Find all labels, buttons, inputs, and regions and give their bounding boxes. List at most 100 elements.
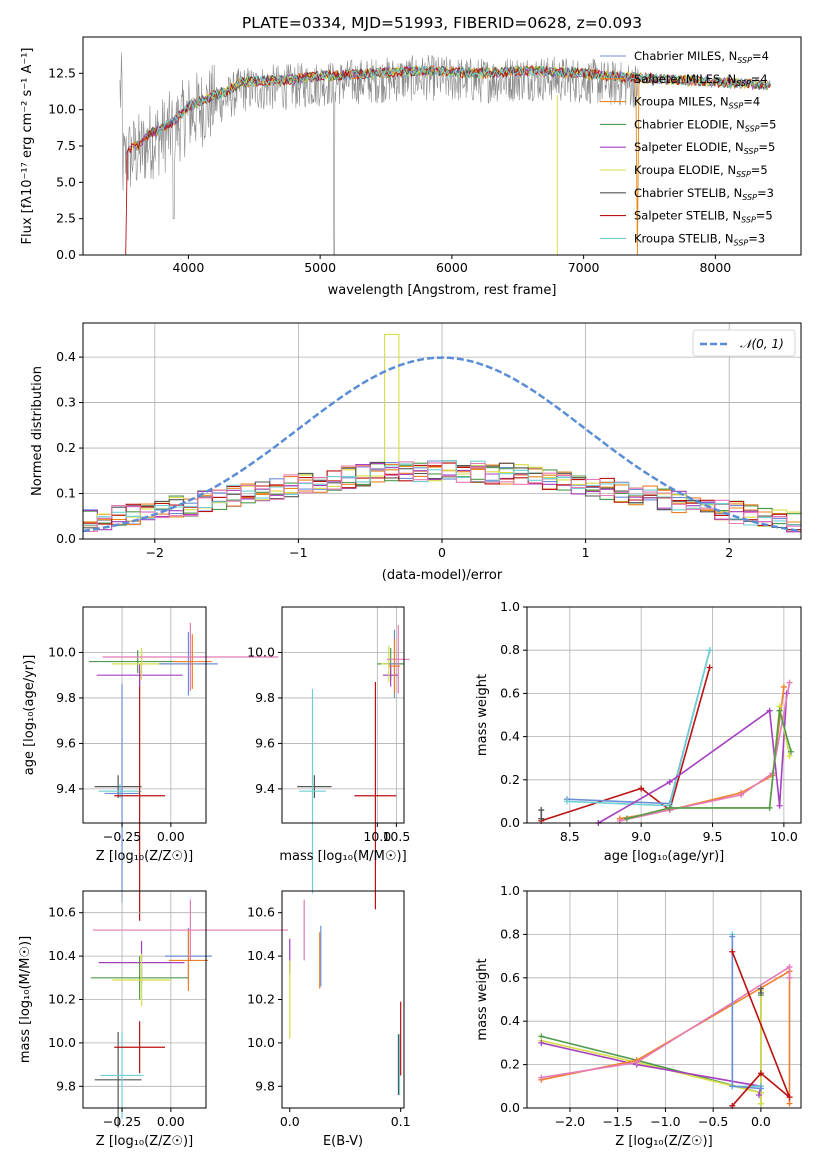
- residual-x-tick-label: 2: [725, 545, 733, 560]
- spectrum-x-tick-label: 7000: [568, 260, 600, 275]
- weight-line-1: [541, 667, 711, 822]
- legend-label-4: Chabrier ELODIE, NSSP=5: [634, 117, 776, 133]
- y-tick-label: 9.4: [56, 781, 76, 796]
- y-tick-label: 0.2: [500, 772, 520, 787]
- residual-x-tick-label: −1: [289, 545, 307, 560]
- legend-label-1: Chabrier MILES, NSSP=4: [634, 49, 769, 65]
- model-spectrum-8: [122, 64, 772, 256]
- y-tick-label: 0.6: [500, 970, 520, 985]
- weight-marker: [786, 1100, 793, 1107]
- y-axis-label: mass weight: [475, 674, 490, 756]
- y-tick-label: 10.2: [48, 992, 76, 1007]
- p5-frame: [526, 606, 802, 824]
- x-axis-label: Z [log₁₀(Z/Z☉)]: [96, 849, 193, 864]
- x-tick-label: 9.5: [703, 829, 723, 844]
- y-tick-label: 9.8: [56, 690, 76, 705]
- weight-marker: [538, 815, 545, 822]
- spectrum-plot: [119, 52, 772, 256]
- weight-marker: [666, 778, 673, 785]
- weight-marker: [729, 933, 736, 940]
- y-tick-label: 0.0: [500, 1100, 520, 1115]
- p4-frame: [281, 606, 405, 824]
- spectrum-x-tick-label: 6000: [436, 260, 468, 275]
- weight-marker: [638, 785, 645, 792]
- y-tick-label: 0.0: [500, 815, 520, 830]
- x-axis-label: mass [log₁₀(M/M☉)]: [279, 849, 406, 864]
- weight-marker: [786, 753, 793, 760]
- y-tick-label: 10.0: [247, 644, 275, 659]
- weight-marker: [757, 1100, 764, 1107]
- p8-frame: [526, 890, 802, 1109]
- residual-x-tick-label: 0: [438, 545, 446, 560]
- y-axis-label: age [log₁₀(age/yr)]: [22, 655, 37, 776]
- x-tick-label: 10.0: [770, 829, 798, 844]
- x-tick-label: 9.0: [631, 829, 651, 844]
- weight-marker: [780, 683, 787, 690]
- figure-title: PLATE=0334, MJD=51993, FIBERID=0628, z=0…: [242, 14, 642, 32]
- y-tick-label: 0.6: [500, 685, 520, 700]
- weight-marker: [538, 1039, 545, 1046]
- y-tick-label: 0.8: [500, 642, 520, 657]
- residual-y-tick-label: 0.3: [56, 395, 76, 410]
- spectrum-x-tick-label: 8000: [699, 260, 731, 275]
- y-tick-label: 9.4: [255, 781, 275, 796]
- p3-plot: [83, 607, 279, 921]
- weight-marker: [563, 798, 570, 805]
- spectrum-y-tick-label: 0.0: [56, 247, 76, 262]
- x-axis-label: E(B-V): [323, 1134, 363, 1149]
- p8-plot: [527, 890, 801, 1109]
- y-axis-label: mass weight: [475, 958, 490, 1040]
- weight-marker: [706, 664, 713, 671]
- massweight-vs-metallicity-panel: −2.0 −1.5 −1.0 −0.5 0.0 0.0 0.2 0.4 0.6 0.8 1.0 Z […: [475, 883, 802, 1149]
- y-tick-label: 10.0: [247, 1035, 275, 1050]
- weight-marker: [786, 1094, 793, 1101]
- weight-line-5: [541, 965, 791, 1079]
- y-tick-label: 10.0: [48, 644, 76, 659]
- x-tick-label: 0.0: [280, 1114, 300, 1129]
- spectrum-x-ticks: 4000 5000 6000 7000 8000: [172, 255, 731, 275]
- y-tick-label: 0.8: [500, 926, 520, 941]
- weight-marker: [776, 707, 783, 714]
- spectrum-x-tick-label: 4000: [172, 260, 204, 275]
- y-tick-label: 10.4: [247, 948, 275, 963]
- weight-marker: [729, 1083, 736, 1090]
- normal-legend-label: 𝒩(0, 1): [740, 337, 784, 351]
- weight-marker: [666, 804, 673, 811]
- weight-marker: [538, 807, 545, 814]
- y-tick-label: 10.6: [247, 905, 275, 920]
- residual-x-tick-label: −2: [146, 545, 164, 560]
- residual-y-ticks: 0.0 0.1 0.2 0.3 0.4: [56, 349, 83, 546]
- p4-plot: [282, 607, 410, 910]
- residual-y-tick-label: 0.4: [56, 349, 76, 364]
- mass-vs-metallicity-panel: −0.25 0.00 9.8 10.0 10.2 10.4 10.6 Z [log₁₀(Z/Z…: [18, 890, 288, 1149]
- y-tick-label: 9.6: [56, 735, 76, 750]
- x-tick-label: −0.5: [698, 1114, 728, 1129]
- spectrum-y-ticks: 0.0 2.5 5.0 7.5 10.0 12.5: [48, 65, 83, 262]
- weight-marker: [538, 1074, 545, 1081]
- legend-label-5: Salpeter ELODIE, NSSP=5: [634, 140, 775, 156]
- normal-curve: [82, 356, 802, 533]
- weight-marker: [776, 802, 783, 809]
- spectrum-x-label: wavelength [Angstrom, rest frame]: [328, 283, 557, 298]
- spectrum-y-tick-label: 2.5: [56, 211, 76, 226]
- p7-plot: [289, 899, 402, 1095]
- residual-y-tick-label: 0.2: [56, 440, 76, 455]
- weight-marker: [757, 985, 764, 992]
- weight-marker: [786, 963, 793, 970]
- weight-marker: [755, 1091, 762, 1098]
- y-tick-label: 1.0: [500, 883, 520, 898]
- residual-y-tick-label: 0.0: [56, 531, 76, 546]
- weight-marker: [633, 1059, 640, 1066]
- legend-label-7: Chabrier STELIB, NSSP=3: [634, 186, 774, 202]
- legend-label-3: Kroupa MILES, NSSP=4: [634, 95, 760, 111]
- y-tick-label: 0.4: [500, 1013, 520, 1028]
- spectrum-panel: 4000 5000 6000 7000 8000 0.0 2.5 5.0 7.5 10.0 12.…: [20, 36, 802, 298]
- weight-marker: [766, 707, 773, 714]
- x-axis-label: Z [log₁₀(Z/Z☉)]: [96, 1134, 193, 1149]
- y-axis-label: mass [log₁₀(M/M☉)]: [18, 936, 33, 1063]
- weight-marker: [757, 1085, 764, 1092]
- y-tick-label: 0.4: [500, 729, 520, 744]
- spectrum-y-tick-label: 5.0: [56, 174, 76, 189]
- x-axis-label: Z [log₁₀(Z/Z☉)]: [615, 1134, 712, 1149]
- residual-panel: −2 −1 0 1 2 0.0 0.1 0.2 0.3 0.4 (data-model)/err…: [30, 322, 802, 583]
